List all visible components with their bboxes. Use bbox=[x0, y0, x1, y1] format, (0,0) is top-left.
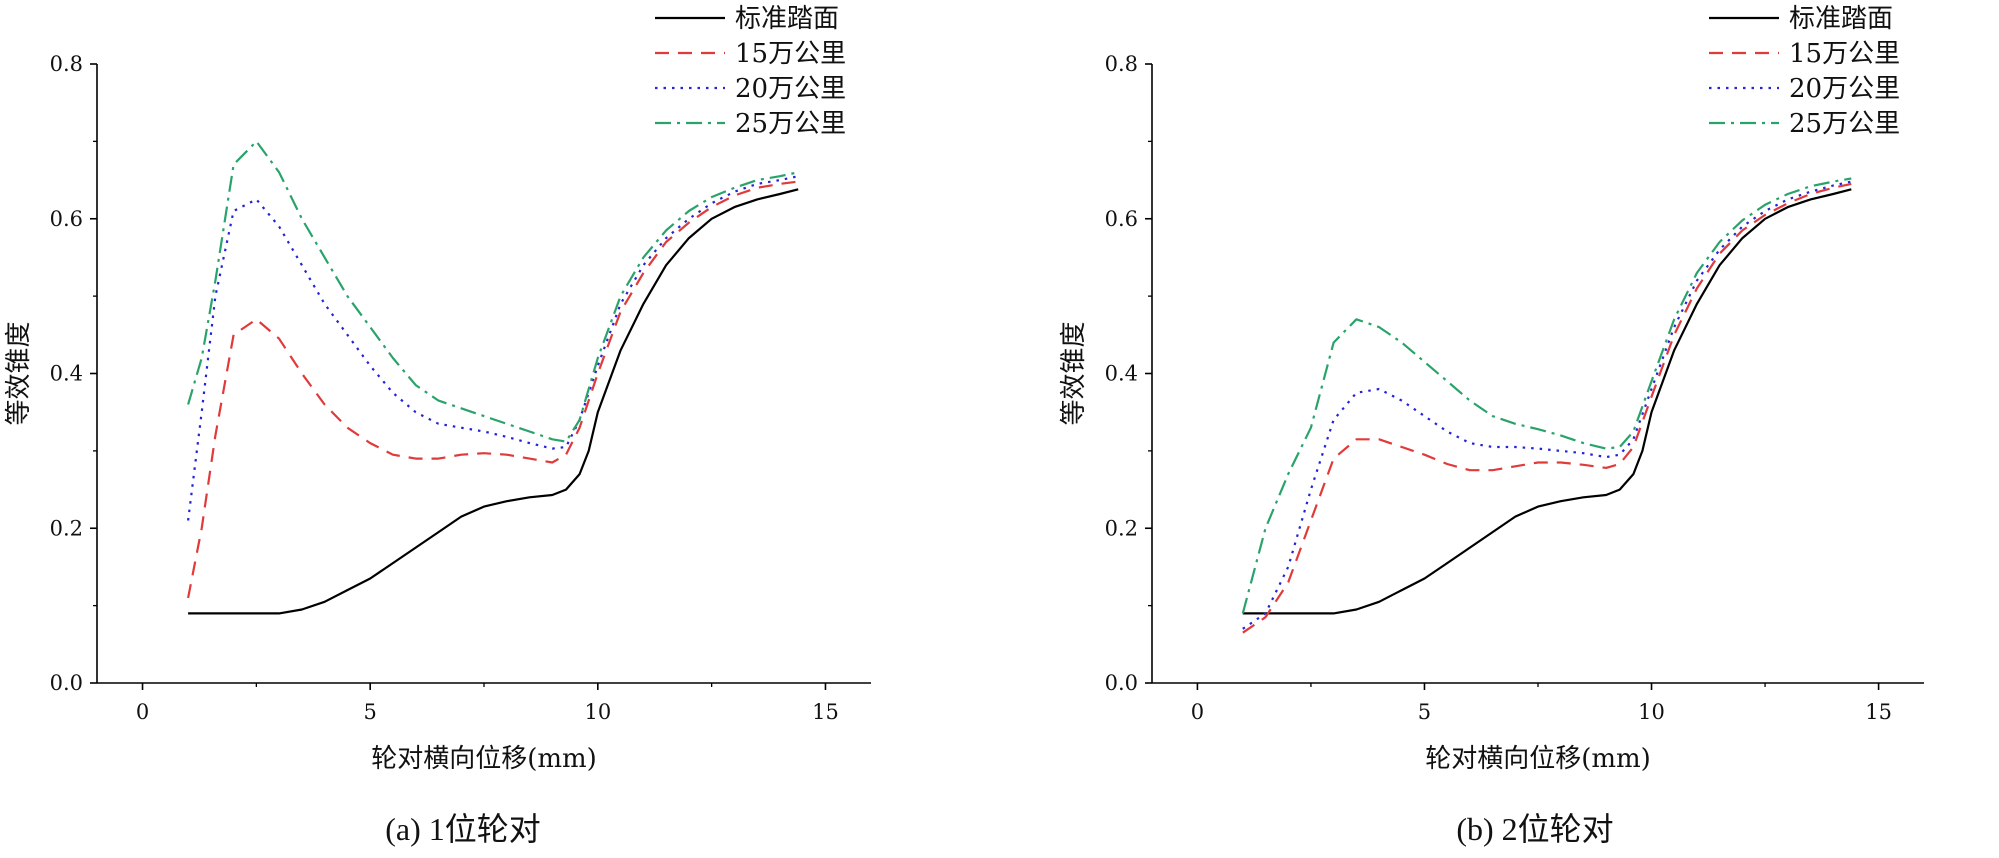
x-tick-label: 5 bbox=[1418, 700, 1431, 724]
y-tick-label: 0.4 bbox=[50, 362, 83, 386]
panel-caption: (b) 2位轮对 bbox=[1456, 811, 1613, 847]
legend-label: 15万公里 bbox=[735, 39, 846, 69]
series-line-1 bbox=[187, 180, 799, 599]
y-tick-label: 0.4 bbox=[1105, 362, 1138, 386]
series-line-3 bbox=[187, 140, 799, 443]
x-tick-label: 0 bbox=[136, 700, 149, 724]
chart-panel-a: 0.0 0.2 0.4 0.6 0.8 0 5 10 15 轮对横向位移(mm) 等效锥度 (a) 1… bbox=[4, 4, 871, 847]
series-line-2 bbox=[187, 175, 799, 521]
x-axis-label: 轮对横向位移(mm) bbox=[371, 744, 597, 774]
x-tick-label: 5 bbox=[363, 700, 376, 724]
x-tick-label: 10 bbox=[1638, 700, 1665, 724]
legend-label: 标准踏面 bbox=[735, 4, 839, 34]
x-tick-label: 0 bbox=[1191, 700, 1204, 724]
series-line-0 bbox=[188, 188, 799, 615]
legend-label: 15万公里 bbox=[1789, 39, 1900, 69]
y-tick-label: 0.6 bbox=[50, 207, 83, 231]
x-axis-label: 轮对横向位移(mm) bbox=[1425, 744, 1651, 774]
series-line-3 bbox=[1241, 177, 1852, 614]
y-axis-label: 等效锥度 bbox=[1059, 321, 1089, 425]
x-tick-label: 10 bbox=[584, 700, 611, 724]
y-tick-label: 0.8 bbox=[1105, 52, 1138, 76]
y-tick-label: 0.2 bbox=[50, 516, 83, 540]
y-tick-label: 0.0 bbox=[1105, 671, 1138, 695]
x-tick-label: 15 bbox=[1865, 700, 1892, 724]
series-line-1 bbox=[1242, 182, 1852, 634]
y-tick-label: 0.2 bbox=[1105, 516, 1138, 540]
y-tick-label: 0.8 bbox=[50, 52, 83, 76]
x-tick-label: 15 bbox=[812, 700, 839, 724]
y-tick-label: 0.0 bbox=[50, 671, 83, 695]
series-line-2 bbox=[1242, 180, 1852, 630]
legend-label: 25万公里 bbox=[735, 109, 846, 139]
legend-label: 20万公里 bbox=[735, 74, 846, 104]
panel-caption: (a) 1位轮对 bbox=[385, 811, 541, 847]
legend-label: 标准踏面 bbox=[1789, 4, 1893, 34]
series-line-0 bbox=[1242, 188, 1852, 615]
chart-panel-b: 0.0 0.2 0.4 0.6 0.8 0 5 10 15 轮对横向位移(mm) 等效锥度 (b) 2… bbox=[1059, 4, 1924, 847]
legend-label: 20万公里 bbox=[1789, 74, 1900, 104]
y-axis-label: 等效锥度 bbox=[4, 321, 34, 425]
y-tick-label: 0.6 bbox=[1105, 207, 1138, 231]
legend-label: 25万公里 bbox=[1789, 109, 1900, 139]
